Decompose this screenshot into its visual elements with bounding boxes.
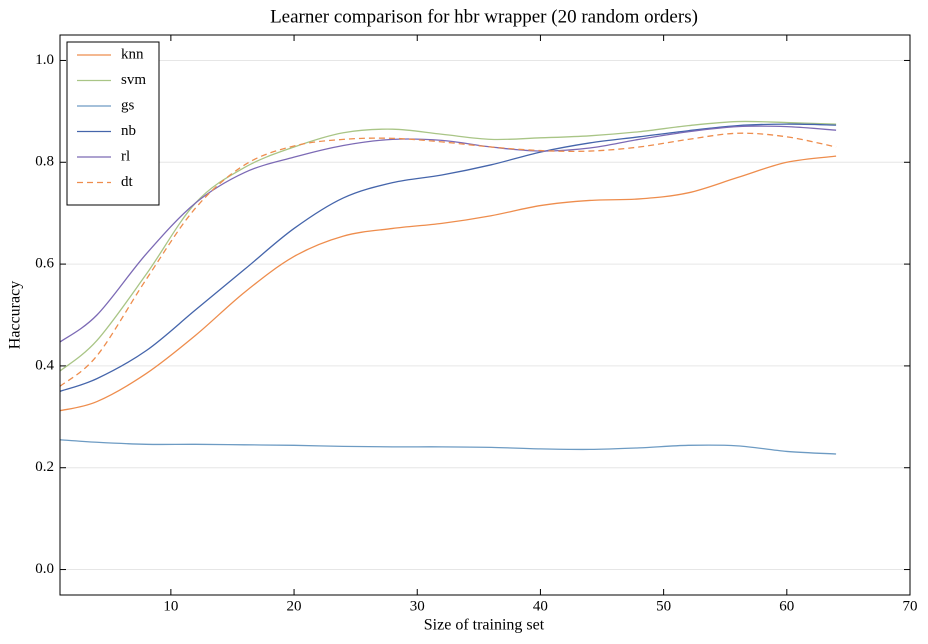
series-line — [59, 155, 837, 412]
x-tick-label: 40 — [533, 598, 548, 614]
legend-box — [66, 41, 160, 206]
y-axis-label: Haccuracy — [7, 281, 24, 349]
x-axis-label: Size of training set — [424, 617, 545, 634]
legend: knn svm gs nb rl dt — [66, 41, 160, 206]
x-tick-label: 50 — [656, 598, 671, 614]
series-line — [59, 439, 837, 455]
legend-label: rl — [121, 148, 130, 164]
series-line — [59, 123, 837, 392]
y-tick-label: 1.0 — [35, 52, 54, 68]
series-line — [59, 132, 837, 387]
y-tick-label: 0.8 — [35, 154, 54, 170]
x-tick-label: 20 — [287, 598, 302, 614]
plot-frame — [59, 34, 911, 596]
x-tick-label: 60 — [779, 598, 794, 614]
y-tick-label: 0.4 — [35, 357, 54, 373]
legend-label: nb — [121, 123, 136, 139]
legend-label: knn — [121, 46, 144, 62]
x-tick-label: 10 — [163, 598, 178, 614]
x-tick-label: 30 — [410, 598, 425, 614]
series-line — [59, 120, 837, 372]
y-tick-label: 0.0 — [35, 561, 54, 577]
legend-label: gs — [121, 97, 135, 113]
x-tick-label: 70 — [903, 598, 918, 614]
y-tick-label: 0.2 — [35, 459, 54, 475]
legend-label: dt — [121, 174, 134, 190]
chart-title: Learner comparison for hbr wrapper (20 r… — [270, 6, 698, 27]
series-line — [59, 125, 837, 343]
y-tick-label: 0.6 — [35, 256, 54, 272]
legend-label: svm — [121, 72, 146, 88]
